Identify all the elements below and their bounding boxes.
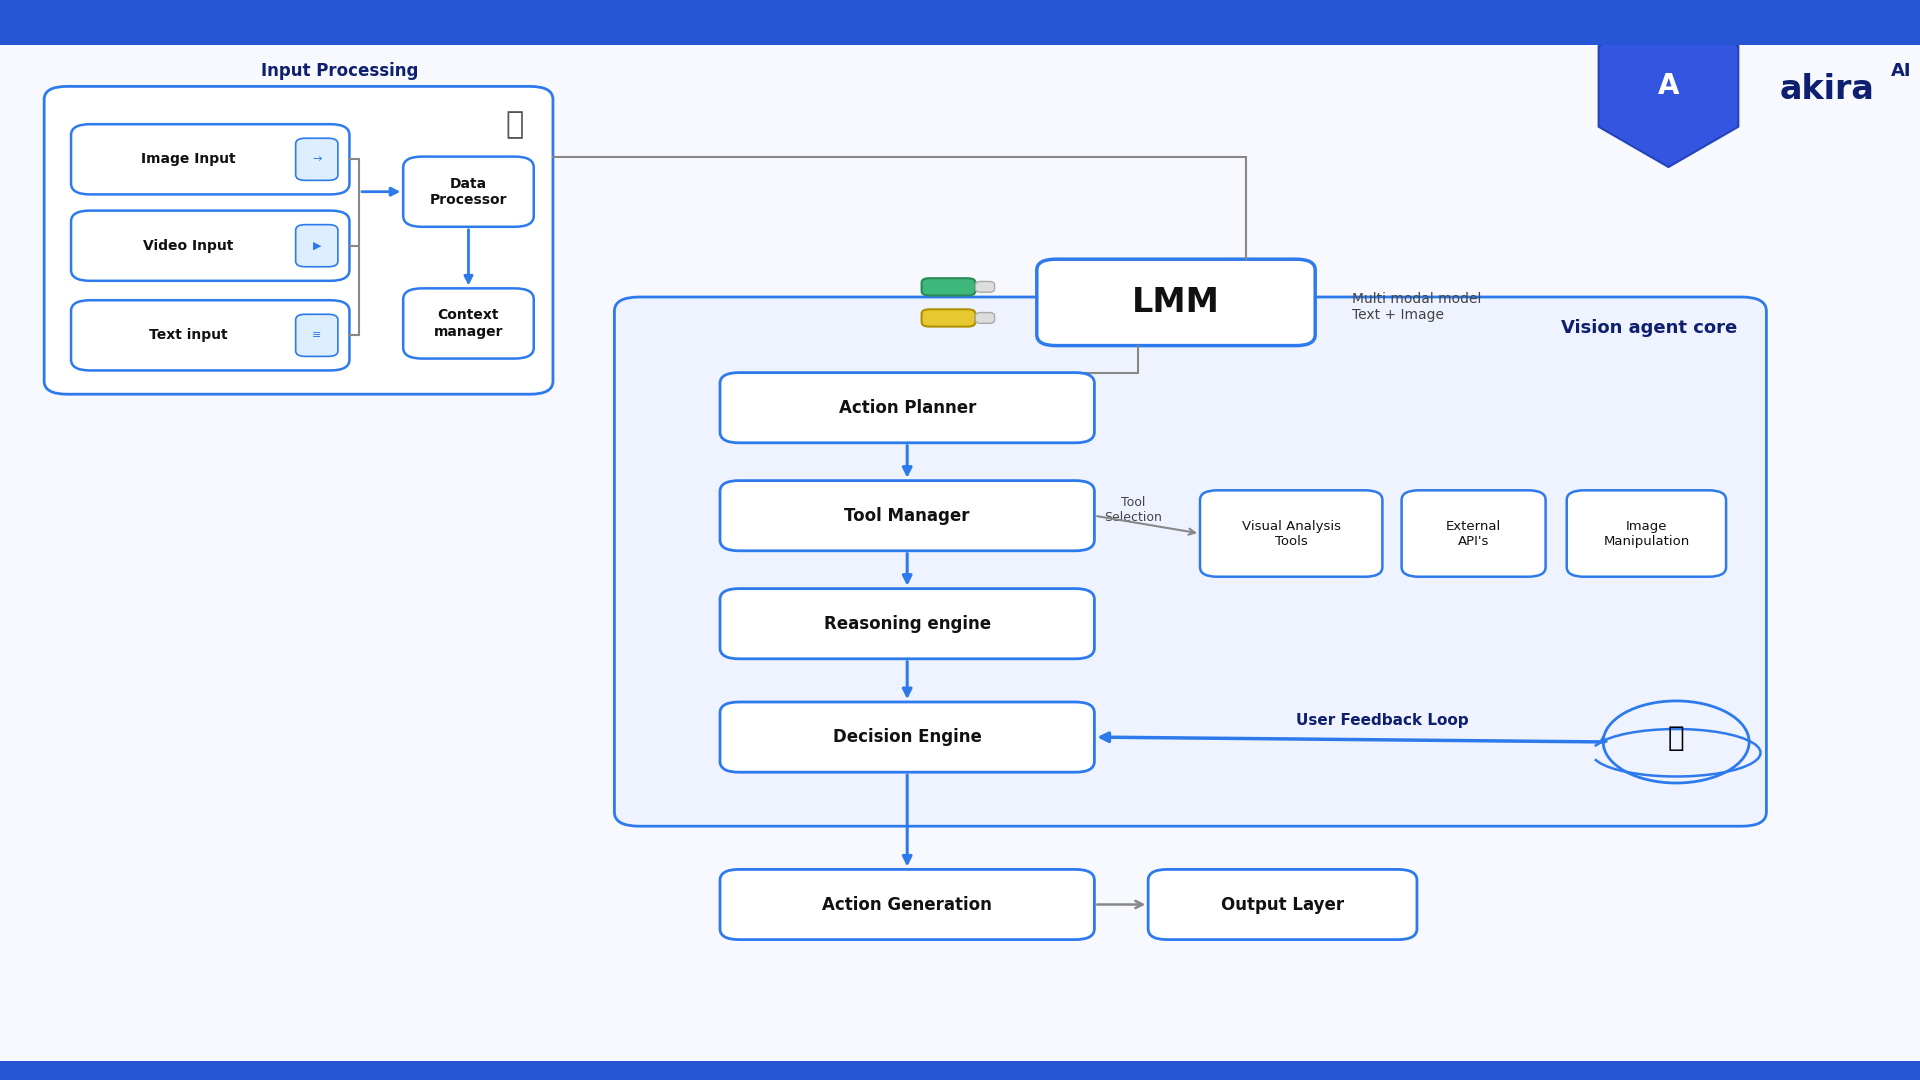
Text: Reasoning engine: Reasoning engine bbox=[824, 615, 991, 633]
FancyBboxPatch shape bbox=[1567, 490, 1726, 577]
Text: Visual Analysis
Tools: Visual Analysis Tools bbox=[1242, 519, 1340, 548]
FancyBboxPatch shape bbox=[720, 869, 1094, 940]
FancyBboxPatch shape bbox=[296, 314, 338, 356]
Text: Image
Manipulation: Image Manipulation bbox=[1603, 519, 1690, 548]
Polygon shape bbox=[1599, 5, 1738, 167]
Text: Action Planner: Action Planner bbox=[839, 399, 975, 417]
FancyBboxPatch shape bbox=[720, 702, 1094, 772]
FancyBboxPatch shape bbox=[71, 124, 349, 194]
FancyBboxPatch shape bbox=[1148, 869, 1417, 940]
Text: 🖥: 🖥 bbox=[505, 110, 524, 138]
Text: →: → bbox=[313, 154, 321, 164]
FancyBboxPatch shape bbox=[975, 282, 995, 293]
Text: Vision agent core: Vision agent core bbox=[1561, 319, 1738, 337]
Bar bbox=[0, 1061, 1920, 1080]
Text: External
API's: External API's bbox=[1446, 519, 1501, 548]
FancyBboxPatch shape bbox=[296, 225, 338, 267]
FancyBboxPatch shape bbox=[922, 279, 975, 296]
FancyBboxPatch shape bbox=[403, 157, 534, 227]
FancyBboxPatch shape bbox=[720, 481, 1094, 551]
Text: 👤: 👤 bbox=[1668, 724, 1684, 752]
Text: Tool
Selection: Tool Selection bbox=[1104, 497, 1162, 524]
Text: Text input: Text input bbox=[148, 328, 227, 342]
Text: Context
manager: Context manager bbox=[434, 309, 503, 338]
FancyBboxPatch shape bbox=[922, 309, 975, 326]
FancyBboxPatch shape bbox=[71, 300, 349, 370]
FancyBboxPatch shape bbox=[975, 312, 995, 323]
FancyBboxPatch shape bbox=[44, 86, 553, 394]
Text: User Feedback Loop: User Feedback Loop bbox=[1296, 713, 1469, 728]
Text: A: A bbox=[1657, 72, 1680, 100]
FancyBboxPatch shape bbox=[403, 288, 534, 359]
Text: AI: AI bbox=[1891, 63, 1912, 80]
Text: Data
Processor: Data Processor bbox=[430, 177, 507, 206]
Text: Multi modal model
Text + Image: Multi modal model Text + Image bbox=[1352, 292, 1480, 322]
Text: ▶: ▶ bbox=[313, 241, 321, 251]
Text: Tool Manager: Tool Manager bbox=[845, 507, 970, 525]
Text: Decision Engine: Decision Engine bbox=[833, 728, 981, 746]
FancyBboxPatch shape bbox=[614, 297, 1766, 826]
FancyBboxPatch shape bbox=[1037, 259, 1315, 346]
Text: Video Input: Video Input bbox=[142, 239, 232, 253]
FancyBboxPatch shape bbox=[720, 589, 1094, 659]
Text: Action Generation: Action Generation bbox=[822, 895, 993, 914]
Text: Input Processing: Input Processing bbox=[261, 63, 419, 80]
Text: Output Layer: Output Layer bbox=[1221, 895, 1344, 914]
FancyBboxPatch shape bbox=[296, 138, 338, 180]
Text: ≡: ≡ bbox=[313, 330, 321, 340]
Text: LMM: LMM bbox=[1133, 286, 1219, 319]
Text: Image Input: Image Input bbox=[140, 152, 236, 166]
FancyBboxPatch shape bbox=[71, 211, 349, 281]
Bar bbox=[0, 0, 1920, 45]
Text: akira: akira bbox=[1780, 73, 1874, 106]
FancyBboxPatch shape bbox=[1402, 490, 1546, 577]
FancyBboxPatch shape bbox=[720, 373, 1094, 443]
FancyBboxPatch shape bbox=[1200, 490, 1382, 577]
